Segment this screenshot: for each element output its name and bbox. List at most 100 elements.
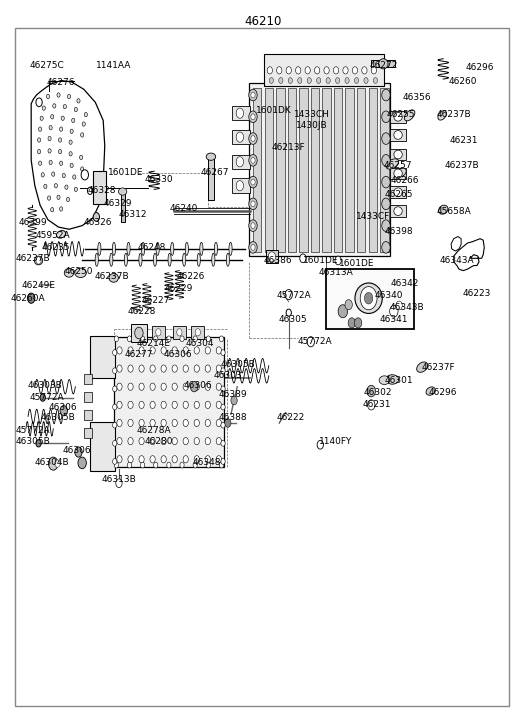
Circle shape xyxy=(27,293,35,303)
Circle shape xyxy=(360,286,377,310)
Bar xyxy=(264,54,384,87)
Circle shape xyxy=(251,201,255,206)
Circle shape xyxy=(279,78,283,84)
Text: 1141AA: 1141AA xyxy=(96,62,131,71)
Text: 46341: 46341 xyxy=(379,316,408,324)
Circle shape xyxy=(38,161,42,166)
Circle shape xyxy=(117,365,122,372)
Circle shape xyxy=(353,67,358,74)
Ellipse shape xyxy=(109,273,119,282)
Circle shape xyxy=(139,419,144,427)
Text: 46304B: 46304B xyxy=(35,458,70,467)
Circle shape xyxy=(113,422,117,428)
Bar xyxy=(249,84,389,256)
Circle shape xyxy=(338,305,348,318)
Circle shape xyxy=(65,185,68,189)
Circle shape xyxy=(183,365,188,372)
Text: 46228: 46228 xyxy=(128,307,156,316)
Circle shape xyxy=(172,365,177,372)
Text: 46237B: 46237B xyxy=(16,254,51,262)
Circle shape xyxy=(221,422,225,428)
Circle shape xyxy=(117,438,122,445)
Text: 46356: 46356 xyxy=(403,94,431,103)
Text: 45772A: 45772A xyxy=(277,291,311,300)
Circle shape xyxy=(53,104,56,108)
Text: 45658A: 45658A xyxy=(436,206,471,216)
Circle shape xyxy=(236,157,243,167)
Text: 46260: 46260 xyxy=(449,77,477,86)
Circle shape xyxy=(343,67,348,74)
Circle shape xyxy=(177,329,182,336)
Circle shape xyxy=(267,67,272,74)
Circle shape xyxy=(161,438,166,445)
Ellipse shape xyxy=(98,242,101,255)
Circle shape xyxy=(117,383,122,390)
Text: 46240: 46240 xyxy=(169,204,198,213)
Text: 46399: 46399 xyxy=(19,217,47,227)
Bar xyxy=(266,250,278,263)
Bar xyxy=(173,326,186,339)
Circle shape xyxy=(305,67,310,74)
Circle shape xyxy=(307,78,311,84)
Text: 46302: 46302 xyxy=(364,388,392,397)
Circle shape xyxy=(251,92,255,98)
Circle shape xyxy=(161,365,166,372)
Circle shape xyxy=(114,336,119,342)
Circle shape xyxy=(84,113,87,117)
Ellipse shape xyxy=(139,253,142,266)
Circle shape xyxy=(364,78,368,84)
Circle shape xyxy=(113,386,117,392)
Bar xyxy=(232,106,250,121)
Circle shape xyxy=(219,336,223,342)
Circle shape xyxy=(219,462,223,468)
Circle shape xyxy=(382,111,390,123)
Circle shape xyxy=(113,368,117,374)
Circle shape xyxy=(81,170,89,180)
Ellipse shape xyxy=(56,230,66,238)
Text: 46213F: 46213F xyxy=(272,142,306,152)
Text: 46348: 46348 xyxy=(192,458,221,467)
Circle shape xyxy=(183,347,188,354)
Circle shape xyxy=(47,196,51,200)
Circle shape xyxy=(249,155,257,166)
Bar xyxy=(84,428,92,438)
Text: 46249E: 46249E xyxy=(22,281,55,290)
Circle shape xyxy=(334,67,339,74)
Ellipse shape xyxy=(142,242,145,255)
Circle shape xyxy=(382,176,390,188)
Ellipse shape xyxy=(127,242,130,255)
Circle shape xyxy=(193,462,197,468)
Text: 46260A: 46260A xyxy=(11,294,45,302)
Circle shape xyxy=(161,401,166,409)
Bar xyxy=(114,337,224,467)
Circle shape xyxy=(355,78,359,84)
Circle shape xyxy=(37,150,41,154)
Circle shape xyxy=(62,174,65,177)
Circle shape xyxy=(216,383,221,390)
Circle shape xyxy=(172,347,177,354)
Circle shape xyxy=(216,365,221,372)
Text: 46305: 46305 xyxy=(278,316,307,324)
Bar xyxy=(389,129,406,141)
Circle shape xyxy=(161,419,166,427)
Circle shape xyxy=(382,89,390,101)
Bar xyxy=(346,89,354,252)
Text: 1601DK: 1601DK xyxy=(256,106,292,116)
Circle shape xyxy=(190,382,198,392)
Ellipse shape xyxy=(214,242,218,255)
Ellipse shape xyxy=(378,59,388,69)
Circle shape xyxy=(154,462,158,468)
Circle shape xyxy=(63,105,66,109)
Circle shape xyxy=(225,419,231,427)
Circle shape xyxy=(221,404,225,410)
Circle shape xyxy=(113,350,117,356)
Ellipse shape xyxy=(394,113,402,121)
Circle shape xyxy=(367,385,375,397)
Circle shape xyxy=(74,108,77,112)
Text: 1601DE: 1601DE xyxy=(302,256,338,265)
Circle shape xyxy=(183,383,188,390)
Circle shape xyxy=(41,173,44,177)
Ellipse shape xyxy=(171,242,174,255)
Text: 46343B: 46343B xyxy=(389,303,424,312)
Circle shape xyxy=(195,329,200,336)
